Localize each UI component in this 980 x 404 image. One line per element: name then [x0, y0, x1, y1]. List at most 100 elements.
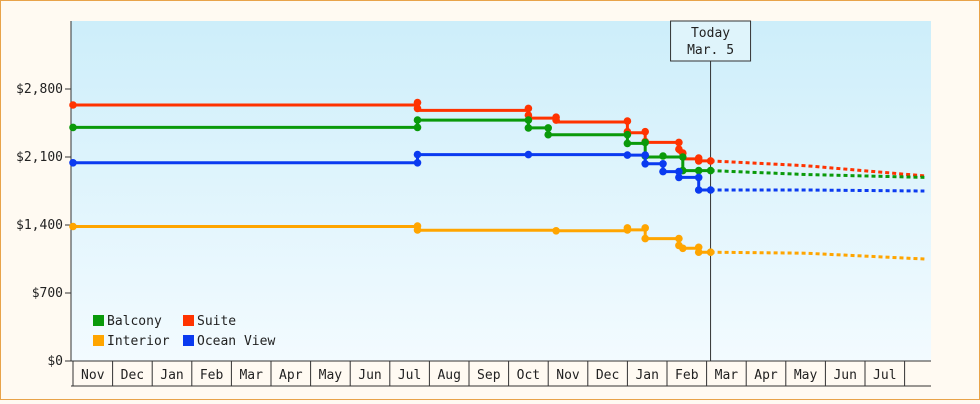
data-point-interior[interactable] [675, 234, 683, 243]
data-point-balcony[interactable] [659, 152, 667, 160]
x-month-label: Dec [596, 368, 619, 383]
today-box [670, 20, 752, 62]
data-point-ocean-view[interactable] [675, 167, 683, 176]
x-month-label: Mar [715, 368, 739, 383]
legend-swatch [183, 315, 194, 326]
data-point-interior[interactable] [69, 222, 77, 231]
x-month-label: Nov [81, 368, 105, 383]
data-point-interior[interactable] [623, 224, 632, 232]
data-point-balcony[interactable] [623, 139, 632, 148]
data-point-ocean-view[interactable] [641, 160, 649, 168]
x-month-label: Feb [200, 368, 224, 383]
data-point-balcony[interactable] [706, 166, 715, 175]
x-month-label: Jul [398, 368, 421, 383]
data-point-suite[interactable] [675, 138, 683, 147]
data-point-interior[interactable] [413, 226, 422, 234]
legend-swatch [183, 335, 194, 346]
data-point-suite[interactable] [641, 127, 649, 136]
x-month-label: Mar [239, 368, 263, 383]
data-point-ocean-view[interactable] [524, 150, 533, 159]
y-tick-label: $2,800 [16, 82, 63, 97]
data-point-ocean-view[interactable] [659, 167, 667, 176]
data-point-suite[interactable] [694, 157, 703, 165]
data-point-balcony[interactable] [623, 130, 632, 139]
y-tick-label: $1,400 [16, 218, 63, 233]
today-label: Today [691, 26, 730, 41]
x-month-label: Jun [833, 368, 856, 383]
data-point-ocean-view[interactable] [413, 150, 422, 159]
data-point-ocean-view[interactable] [675, 173, 683, 182]
data-point-ocean-view[interactable] [69, 159, 77, 167]
x-month-label: Nov [556, 368, 580, 383]
data-point-balcony[interactable] [544, 130, 552, 139]
data-point-balcony[interactable] [679, 153, 687, 161]
y-tick-label: $700 [32, 286, 63, 301]
legend-label: Balcony [107, 314, 162, 329]
x-month-label: Oct [517, 368, 540, 383]
series-interior [69, 222, 925, 261]
data-point-balcony[interactable] [694, 166, 703, 175]
legend-label: Suite [197, 314, 236, 329]
x-month-label: Jan [160, 368, 183, 383]
x-month-label: Jul [873, 368, 896, 383]
today-marker: Today Mar. 5 [670, 20, 752, 361]
x-month-label: Apr [754, 368, 778, 383]
y-axis: $0 $700 $1,400 $2,100 $2,800 [16, 21, 72, 369]
x-axis: Nov Dec Jan Feb Mar Apr May Jun Jul Aug Sep Oct Nov D… [71, 360, 931, 387]
legend-swatch [93, 335, 104, 346]
series-line-balcony [73, 118, 711, 173]
data-point-ocean-view[interactable] [659, 160, 667, 168]
data-point-ocean-view[interactable] [706, 186, 715, 194]
data-point-ocean-view[interactable] [641, 151, 649, 159]
data-point-ocean-view[interactable] [694, 186, 703, 194]
x-month-label: Apr [279, 368, 303, 383]
x-month-label: May [319, 368, 343, 383]
data-point-balcony[interactable] [524, 124, 533, 132]
y-tick-label: $2,100 [16, 150, 63, 165]
legend-swatch [93, 315, 104, 326]
data-point-interior[interactable] [552, 227, 560, 235]
x-month-label: Jan [635, 368, 658, 383]
data-point-balcony[interactable] [413, 116, 422, 124]
data-point-balcony[interactable] [69, 123, 77, 132]
today-date: Mar. 5 [687, 43, 734, 58]
x-month-label: Jun [358, 368, 381, 383]
data-point-balcony[interactable] [413, 123, 422, 132]
forecast-line-balcony [710, 169, 925, 179]
x-month-label: Aug [437, 368, 460, 383]
x-month-label: Feb [675, 368, 699, 383]
data-point-suite[interactable] [413, 104, 422, 113]
data-point-suite[interactable] [623, 117, 632, 125]
data-point-interior[interactable] [694, 248, 703, 256]
data-point-suite[interactable] [524, 104, 533, 113]
forecast-line-interior [710, 250, 925, 261]
data-point-ocean-view[interactable] [413, 159, 422, 167]
legend-label: Interior [107, 334, 170, 349]
series-ocean-view [69, 150, 925, 194]
data-point-balcony[interactable] [544, 124, 552, 132]
forecast-line-ocean-view [710, 188, 925, 193]
data-point-interior[interactable] [679, 244, 687, 253]
data-point-interior[interactable] [641, 234, 649, 243]
series-group [69, 98, 925, 261]
data-point-interior[interactable] [706, 248, 715, 256]
data-point-balcony[interactable] [524, 116, 533, 124]
data-point-suite[interactable] [706, 157, 715, 165]
legend: Balcony Suite Interior Ocean View [93, 314, 275, 349]
data-point-suite[interactable] [552, 116, 560, 124]
data-point-balcony[interactable] [641, 138, 649, 147]
x-month-label: May [794, 368, 818, 383]
data-point-interior[interactable] [641, 224, 649, 232]
data-point-suite[interactable] [69, 101, 77, 109]
data-point-ocean-view[interactable] [623, 151, 632, 159]
x-month-label: Sep [477, 368, 501, 383]
data-point-suite[interactable] [413, 98, 422, 107]
data-point-ocean-view[interactable] [694, 173, 703, 182]
x-month-label: Dec [121, 368, 144, 383]
series-line-interior [73, 225, 711, 254]
forecast-line-suite [710, 159, 925, 178]
legend-label: Ocean View [197, 334, 275, 349]
y-tick-label: $0 [47, 354, 63, 369]
